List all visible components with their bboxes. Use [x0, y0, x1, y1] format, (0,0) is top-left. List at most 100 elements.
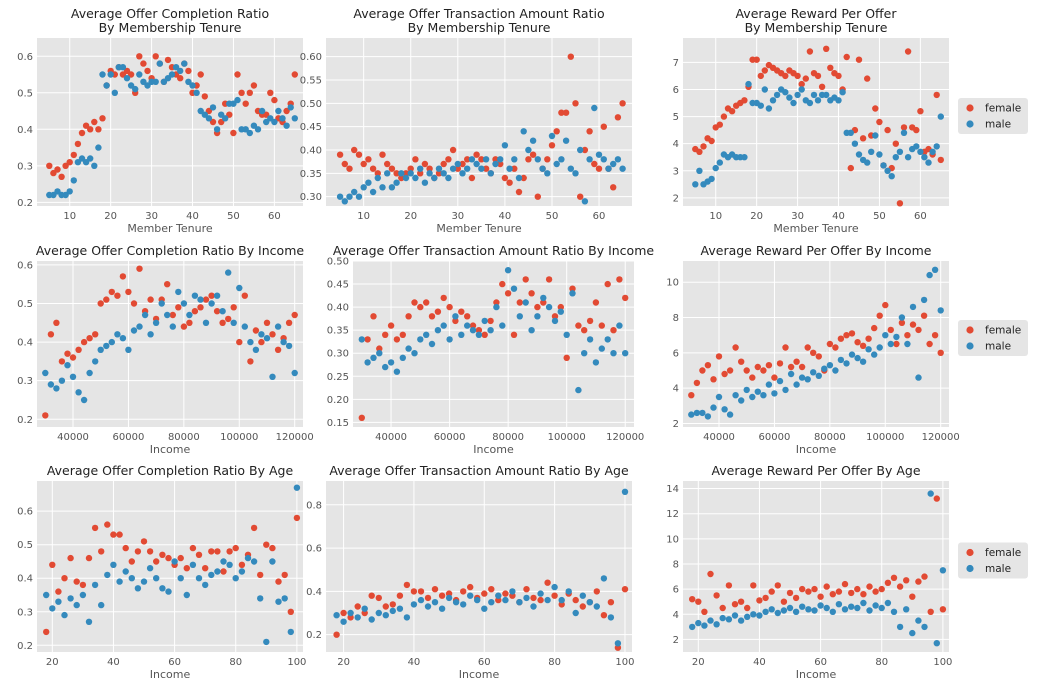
point-female [351, 146, 358, 154]
point-female [848, 330, 856, 337]
point-male [823, 91, 830, 99]
x-tick-label: 100000 [866, 432, 904, 443]
point-female [707, 570, 714, 578]
point-female [61, 575, 68, 582]
point-male [478, 165, 485, 172]
y-tick-label: 0.6 [306, 544, 322, 555]
point-male [793, 381, 800, 388]
y-tick-label: 0.20 [327, 395, 349, 406]
point-male [91, 581, 99, 589]
point-male [86, 369, 93, 377]
point-female [799, 585, 806, 593]
point-female [87, 126, 94, 133]
point-male [534, 156, 541, 163]
chart-title: Average Offer Transaction Amount Ratio [353, 6, 604, 21]
y-tick-label: 0.3 [17, 607, 33, 618]
point-male [398, 170, 405, 177]
point-male [191, 292, 199, 299]
point-female [360, 160, 367, 168]
point-male [459, 170, 466, 177]
point-male [876, 151, 883, 158]
point-male [242, 126, 249, 133]
point-female [553, 128, 560, 135]
point-female [516, 299, 523, 306]
legend: female male [958, 542, 1028, 579]
chart-title: Average Offer Transaction Amount Ratio B… [333, 243, 654, 258]
point-female [805, 588, 812, 595]
point-male [933, 640, 940, 647]
point-female [469, 322, 477, 329]
point-male [515, 174, 523, 182]
point-male [909, 303, 917, 311]
point-male [619, 165, 626, 172]
point-female [54, 166, 61, 173]
point-male [168, 71, 176, 78]
point-female [493, 299, 500, 306]
point-male [726, 411, 734, 418]
point-male [110, 561, 117, 568]
x-tick-label: 40 [107, 657, 120, 668]
point-female [236, 338, 243, 346]
point-male [445, 594, 453, 602]
y-tick-label: 8 [673, 313, 679, 324]
point-female [185, 67, 192, 75]
point-female [263, 319, 271, 326]
point-male [539, 165, 546, 172]
point-female [708, 137, 715, 145]
y-tick-label: 0.2 [17, 415, 33, 426]
point-female [837, 335, 845, 342]
legend-label-female: female [985, 547, 1021, 559]
point-male [581, 350, 588, 357]
point-male [565, 588, 572, 595]
point-male [241, 323, 248, 330]
point-female [412, 156, 419, 163]
point-male [537, 590, 544, 597]
point-male [263, 638, 270, 646]
point-female [230, 129, 237, 137]
point-female [234, 71, 241, 78]
point-male [458, 331, 465, 338]
point-female [92, 331, 99, 338]
point-female [103, 296, 110, 303]
x-axis-label: Income [150, 443, 191, 456]
point-female [843, 53, 850, 61]
point-female [85, 554, 93, 562]
point-male [340, 618, 347, 625]
y-tick-label: 0.6 [17, 260, 33, 271]
x-tick-label: 100000 [220, 432, 258, 443]
point-female [434, 308, 442, 315]
point-female [586, 317, 594, 325]
point-male [794, 91, 801, 99]
point-female [581, 327, 588, 334]
point-male [103, 82, 110, 89]
point-male [78, 155, 86, 162]
point-male [516, 313, 523, 320]
point-male [140, 78, 147, 86]
point-female [720, 113, 728, 120]
x-tick-label: 20 [750, 211, 763, 222]
point-male [579, 592, 586, 599]
point-female [293, 514, 301, 522]
point-male [193, 89, 200, 97]
y-tick-label: 0.4 [17, 574, 33, 585]
point-female [208, 548, 215, 555]
point-male [99, 71, 106, 78]
point-male [393, 179, 400, 186]
point-male [399, 354, 406, 361]
point-male [529, 137, 537, 144]
point-male [761, 86, 768, 93]
point-male [47, 381, 55, 388]
y-tick-label: 0.3 [17, 161, 33, 172]
point-female [405, 313, 412, 320]
point-female [749, 374, 756, 381]
point-female [782, 72, 789, 80]
point-male [792, 608, 800, 615]
point-male [213, 292, 221, 299]
x-tick-label: 60 [168, 657, 181, 668]
point-female [165, 554, 172, 562]
point-male [760, 392, 767, 399]
point-female [804, 344, 811, 351]
point-female [387, 322, 395, 329]
point-male [544, 170, 551, 177]
point-female [177, 554, 184, 562]
